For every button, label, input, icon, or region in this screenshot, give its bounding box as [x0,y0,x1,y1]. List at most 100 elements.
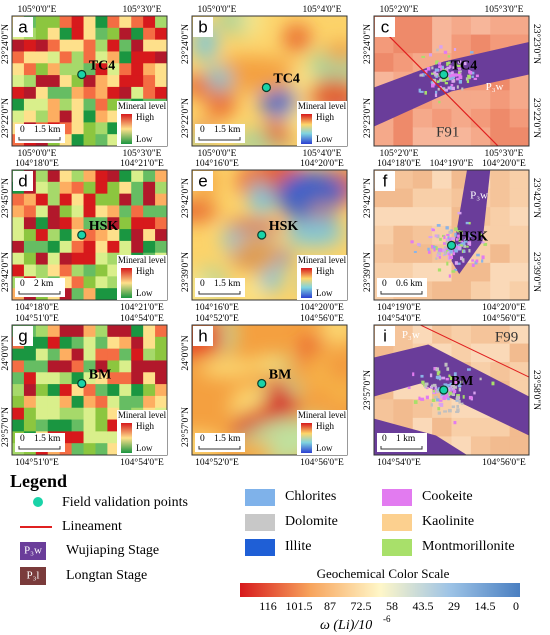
mineral-dot [419,74,424,77]
validation-point [439,69,449,80]
mineral-dot [410,240,414,244]
pixel [95,205,108,218]
mineral-dot [458,71,461,74]
mineral-dot [438,100,441,104]
pixel [432,108,452,128]
pixel [95,264,108,277]
scale-axis-label: ω (Li)/10 [320,618,372,633]
coord-label: 23°24'0"N [0,24,11,64]
level-high: High [316,266,335,276]
panel-letter: c [381,17,390,36]
pixel [131,51,144,64]
pixel [23,407,37,421]
mineral-dot [436,234,440,239]
pixel [59,75,73,88]
pixel [71,27,85,41]
pixel [470,343,491,363]
coord-label: 23°42'0"N [0,252,11,292]
mineral-dot [434,234,438,238]
mineral-dot [448,65,452,69]
pixel [451,127,472,146]
pixel [143,240,156,254]
field-blob [192,198,218,223]
pixel [47,181,61,195]
pixel [59,419,73,432]
panel-frame [11,324,168,456]
pixel [47,395,61,409]
pixel [155,217,167,230]
mineral-dot [432,383,437,387]
mineral-dot [424,70,428,73]
mineral-dot [469,71,473,75]
mineral-dot [413,400,418,404]
field-blob [247,189,271,209]
mineral-dot [447,236,450,239]
pixel [451,281,472,300]
site-label: BM [89,368,112,383]
mineral-dot [469,233,472,237]
coord-label: 105°3'0"E [123,4,162,15]
level-title: Mineral level [118,410,167,420]
pixel [131,384,144,397]
pixel [23,348,37,361]
pixel [71,407,85,421]
pixel [83,98,96,112]
panel-frame [191,324,348,456]
legend-point-icon [33,497,43,507]
mineral-dot [466,79,470,84]
pixel [509,90,529,110]
legend-text: Dolomite [285,514,338,529]
pixel [509,108,529,128]
pixel [83,110,96,123]
mineral-dot [458,70,461,73]
coord-label: 23°39'0"N [362,252,373,292]
mineral-dot [453,73,458,77]
pixel [83,16,96,29]
level-title: Mineral level [118,101,167,111]
mineral-dot [445,226,449,230]
level-high: High [316,421,335,431]
stage-symbol: P₃w [24,545,42,557]
coord-label: 104°20'0"E [300,158,344,169]
pixel [509,343,529,363]
panel-frame [11,169,168,301]
pixel [71,193,85,206]
panel: c 105°2'0"E 105°3'0"E 105°2'0"E 105°3'0"E 23°… [362,4,542,159]
pixel [374,262,394,282]
pixel [143,181,156,195]
pixel [451,417,472,437]
pixel [470,127,491,146]
pixel [393,244,414,264]
mineral-dot [454,62,457,67]
pixel [143,205,156,218]
mineral-dot [433,248,436,252]
pixel [490,225,511,245]
mineral-dot [436,398,440,402]
pixel [59,240,73,254]
scale-length: 1.5 km [214,125,241,135]
pixel [71,16,85,29]
mineral-dot [431,244,434,249]
field-blob [205,83,236,120]
map [374,16,529,146]
pixel [83,264,96,277]
coord-label: 23°24'0"N [362,24,373,64]
pixel [59,395,73,409]
mineral-dot [468,249,471,253]
scale-zero: 0 [20,434,25,444]
scale-box [195,433,245,452]
pixel [12,419,25,432]
mineral-dot [435,72,439,76]
pixel [509,281,529,300]
pixel [95,51,108,64]
pixel [143,193,156,206]
mineral-dot [420,374,424,378]
pixel [412,16,433,36]
scale-tick: 87 [324,599,336,613]
pixel [119,240,132,254]
scale-box [377,433,427,452]
coord-label: 104°56'0"E [482,457,526,468]
pixel [47,170,61,183]
pixel [107,264,120,277]
pixel [155,240,167,254]
